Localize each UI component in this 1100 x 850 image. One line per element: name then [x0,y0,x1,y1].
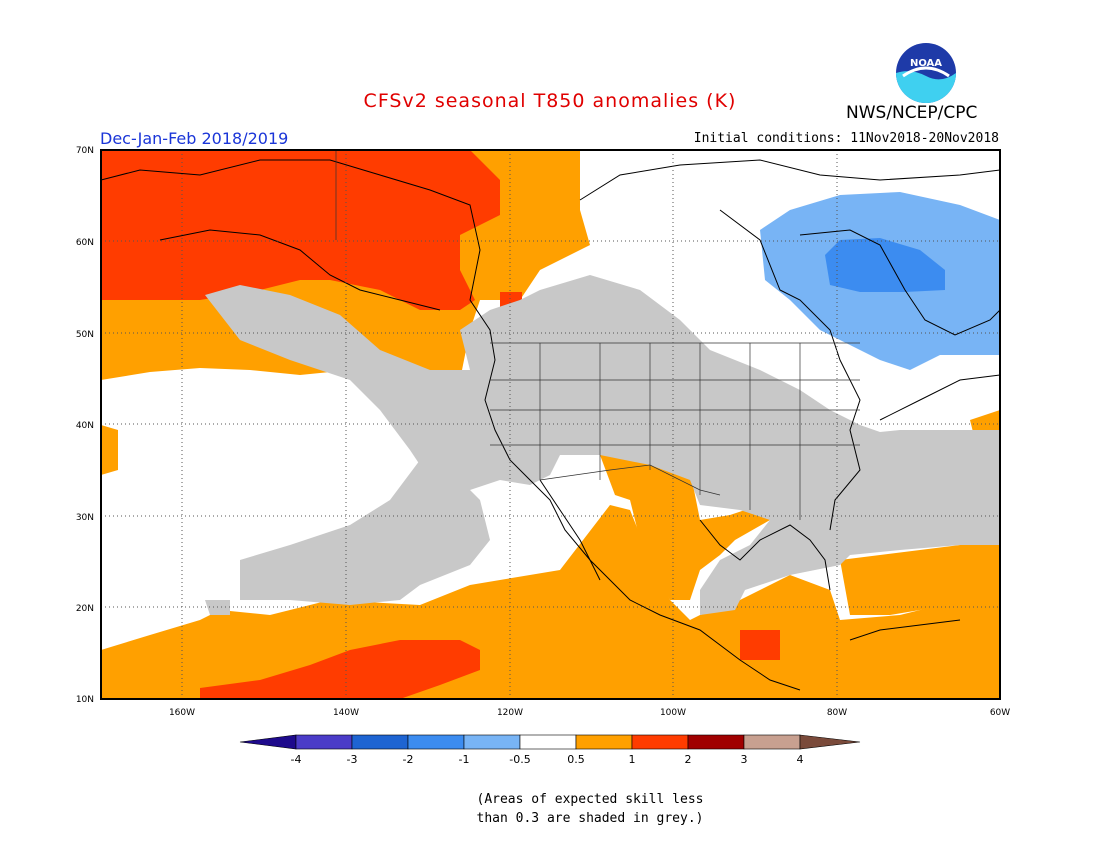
skill-note-line: than 0.3 are shaded in grey.) [476,811,704,826]
lat-label: 70N [76,146,94,156]
anomaly-region-red-pacific [200,640,480,699]
map-title: CFSv2 seasonal T850 anomalies (K) [363,90,737,112]
lat-label: 40N [76,421,94,431]
anomaly-region-red-central-america [740,630,780,660]
colorbar-label: 2 [685,753,692,766]
lat-label: 10N [76,695,94,705]
anomaly-region-blue-medium [825,238,945,292]
colorbar-label: 1 [629,753,636,766]
coastlines [101,159,1000,691]
colorbar-label: -3 [347,753,358,766]
initial-conditions: Initial conditions: 11Nov2018-20Nov2018 [693,131,999,146]
noaa-logo: NOAA [896,43,956,103]
map-fields [101,150,1000,699]
skill-mask-subtropical [240,460,490,605]
map-frame [100,149,1001,700]
lon-label: 140W [333,708,359,718]
lon-label: 80W [827,708,847,718]
colorbar-swatch [687,734,745,750]
lat-label: 50N [76,330,94,340]
lon-label: 60W [990,708,1010,718]
skill-note-line: (Areas of expected skill less [476,792,704,807]
colorbar-label: 3 [741,753,748,766]
lat-label: 30N [76,513,94,523]
lat-label: 20N [76,604,94,614]
lon-label: 160W [169,708,195,718]
colorbar-swatch [239,734,297,750]
colorbar: -4 -3 -2 -1 -0.5 0.5 1 2 3 4 [239,734,861,766]
lon-label: 100W [660,708,686,718]
season-label: Dec-Jan-Feb 2018/2019 [100,129,289,148]
noaa-logo-text: NOAA [910,58,942,69]
colorbar-label: 0.5 [567,753,585,766]
skill-note: (Areas of expected skill less than 0.3 a… [440,790,740,828]
colorbar-label: -4 [291,753,302,766]
colorbar-swatch [351,734,409,750]
colorbar-swatch [407,734,465,750]
colorbar-label: -0.5 [509,753,530,766]
colorbar-label: -2 [403,753,414,766]
anomaly-region-red-alaska [101,150,500,310]
colorbar-swatch [631,734,689,750]
borders [335,150,860,520]
anomaly-region-orange-gulf [600,455,770,600]
anomaly-region-orange-westedge [101,425,118,475]
colorbar-swatch [519,734,577,750]
colorbar-swatch [575,734,633,750]
colorbar-swatch [799,734,861,750]
colorbar-swatch [743,734,801,750]
colorbar-swatch [295,734,353,750]
colorbar-label: -1 [459,753,470,766]
colorbar-swatch [463,734,521,750]
anomaly-region-orange-atlantic [840,545,1000,615]
lat-label: 60N [76,238,94,248]
colorbar-label: 4 [797,753,804,766]
lon-label: 120W [497,708,523,718]
agency-label: NWS/NCEP/CPC [846,103,978,123]
